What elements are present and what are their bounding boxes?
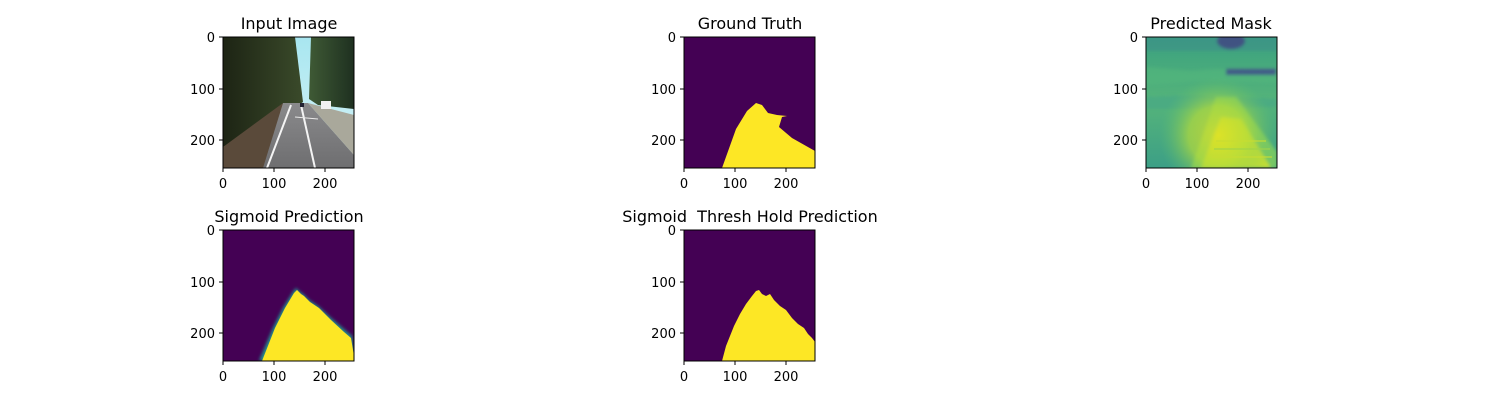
y-tick-label: 100 <box>651 83 676 98</box>
panel-title: Predicted Mask <box>1150 14 1272 33</box>
x-tick-label: 100 <box>262 177 287 192</box>
y-axis-ticks: 0 100 200 <box>651 224 684 342</box>
y-tick-label: 200 <box>190 327 215 342</box>
y-tick-label: 200 <box>651 327 676 342</box>
panel-title: Input Image <box>241 14 338 33</box>
x-tick-label: 100 <box>1185 177 1210 192</box>
x-tick-label: 0 <box>219 370 227 385</box>
y-tick-label: 0 <box>207 31 215 46</box>
x-axis-ticks: 0 100 200 <box>1142 168 1261 192</box>
x-tick-label: 100 <box>262 370 287 385</box>
x-tick-label: 200 <box>774 177 799 192</box>
y-axis-ticks: 0 100 200 <box>190 31 223 149</box>
x-axis-ticks: 0 100 200 <box>219 361 338 385</box>
panel-title: Sigmoid Thresh Hold Prediction <box>622 207 877 226</box>
panel-sigmoid-prediction: Sigmoid Prediction 0 100 200 0 100 200 <box>190 207 363 385</box>
y-tick-label: 0 <box>1130 31 1138 46</box>
panel-predicted-mask: Predicted Mask 0 <box>1113 14 1278 192</box>
panel-title: Ground Truth <box>698 14 803 33</box>
predicted-mask-image <box>1146 37 1277 168</box>
x-tick-label: 100 <box>723 370 748 385</box>
y-tick-label: 0 <box>668 31 676 46</box>
y-tick-label: 100 <box>190 83 215 98</box>
x-tick-label: 0 <box>680 370 688 385</box>
y-axis-ticks: 0 100 200 <box>651 31 684 149</box>
panel-threshold-prediction: Sigmoid Thresh Hold Prediction 0 100 200… <box>622 207 877 385</box>
y-tick-label: 0 <box>668 224 676 239</box>
y-axis-ticks: 0 100 200 <box>190 224 223 342</box>
y-tick-label: 0 <box>207 224 215 239</box>
x-axis-ticks: 0 100 200 <box>219 168 338 192</box>
panel-ground-truth: Ground Truth 0 100 200 0 100 200 <box>651 14 816 192</box>
y-axis-ticks: 0 100 200 <box>1113 31 1146 149</box>
y-tick-label: 200 <box>651 134 676 149</box>
panel-input-image: Input Image 0 100 200 0 <box>190 14 355 192</box>
x-tick-label: 200 <box>774 370 799 385</box>
y-tick-label: 200 <box>190 134 215 149</box>
y-tick-label: 200 <box>1113 134 1138 149</box>
x-tick-label: 200 <box>313 370 338 385</box>
y-tick-label: 100 <box>651 276 676 291</box>
x-tick-label: 0 <box>219 177 227 192</box>
x-axis-ticks: 0 100 200 <box>680 168 799 192</box>
y-tick-label: 100 <box>190 276 215 291</box>
road-photo-image <box>223 37 354 168</box>
sigmoid-prediction-image <box>223 230 354 361</box>
ground-truth-mask-image <box>684 37 815 168</box>
x-tick-label: 200 <box>1236 177 1261 192</box>
x-tick-label: 100 <box>723 177 748 192</box>
x-axis-ticks: 0 100 200 <box>680 361 799 385</box>
y-tick-label: 100 <box>1113 83 1138 98</box>
x-tick-label: 0 <box>1142 177 1150 192</box>
panel-title: Sigmoid Prediction <box>214 207 363 226</box>
x-tick-label: 200 <box>313 177 338 192</box>
threshold-prediction-image <box>684 230 815 361</box>
x-tick-label: 0 <box>680 177 688 192</box>
